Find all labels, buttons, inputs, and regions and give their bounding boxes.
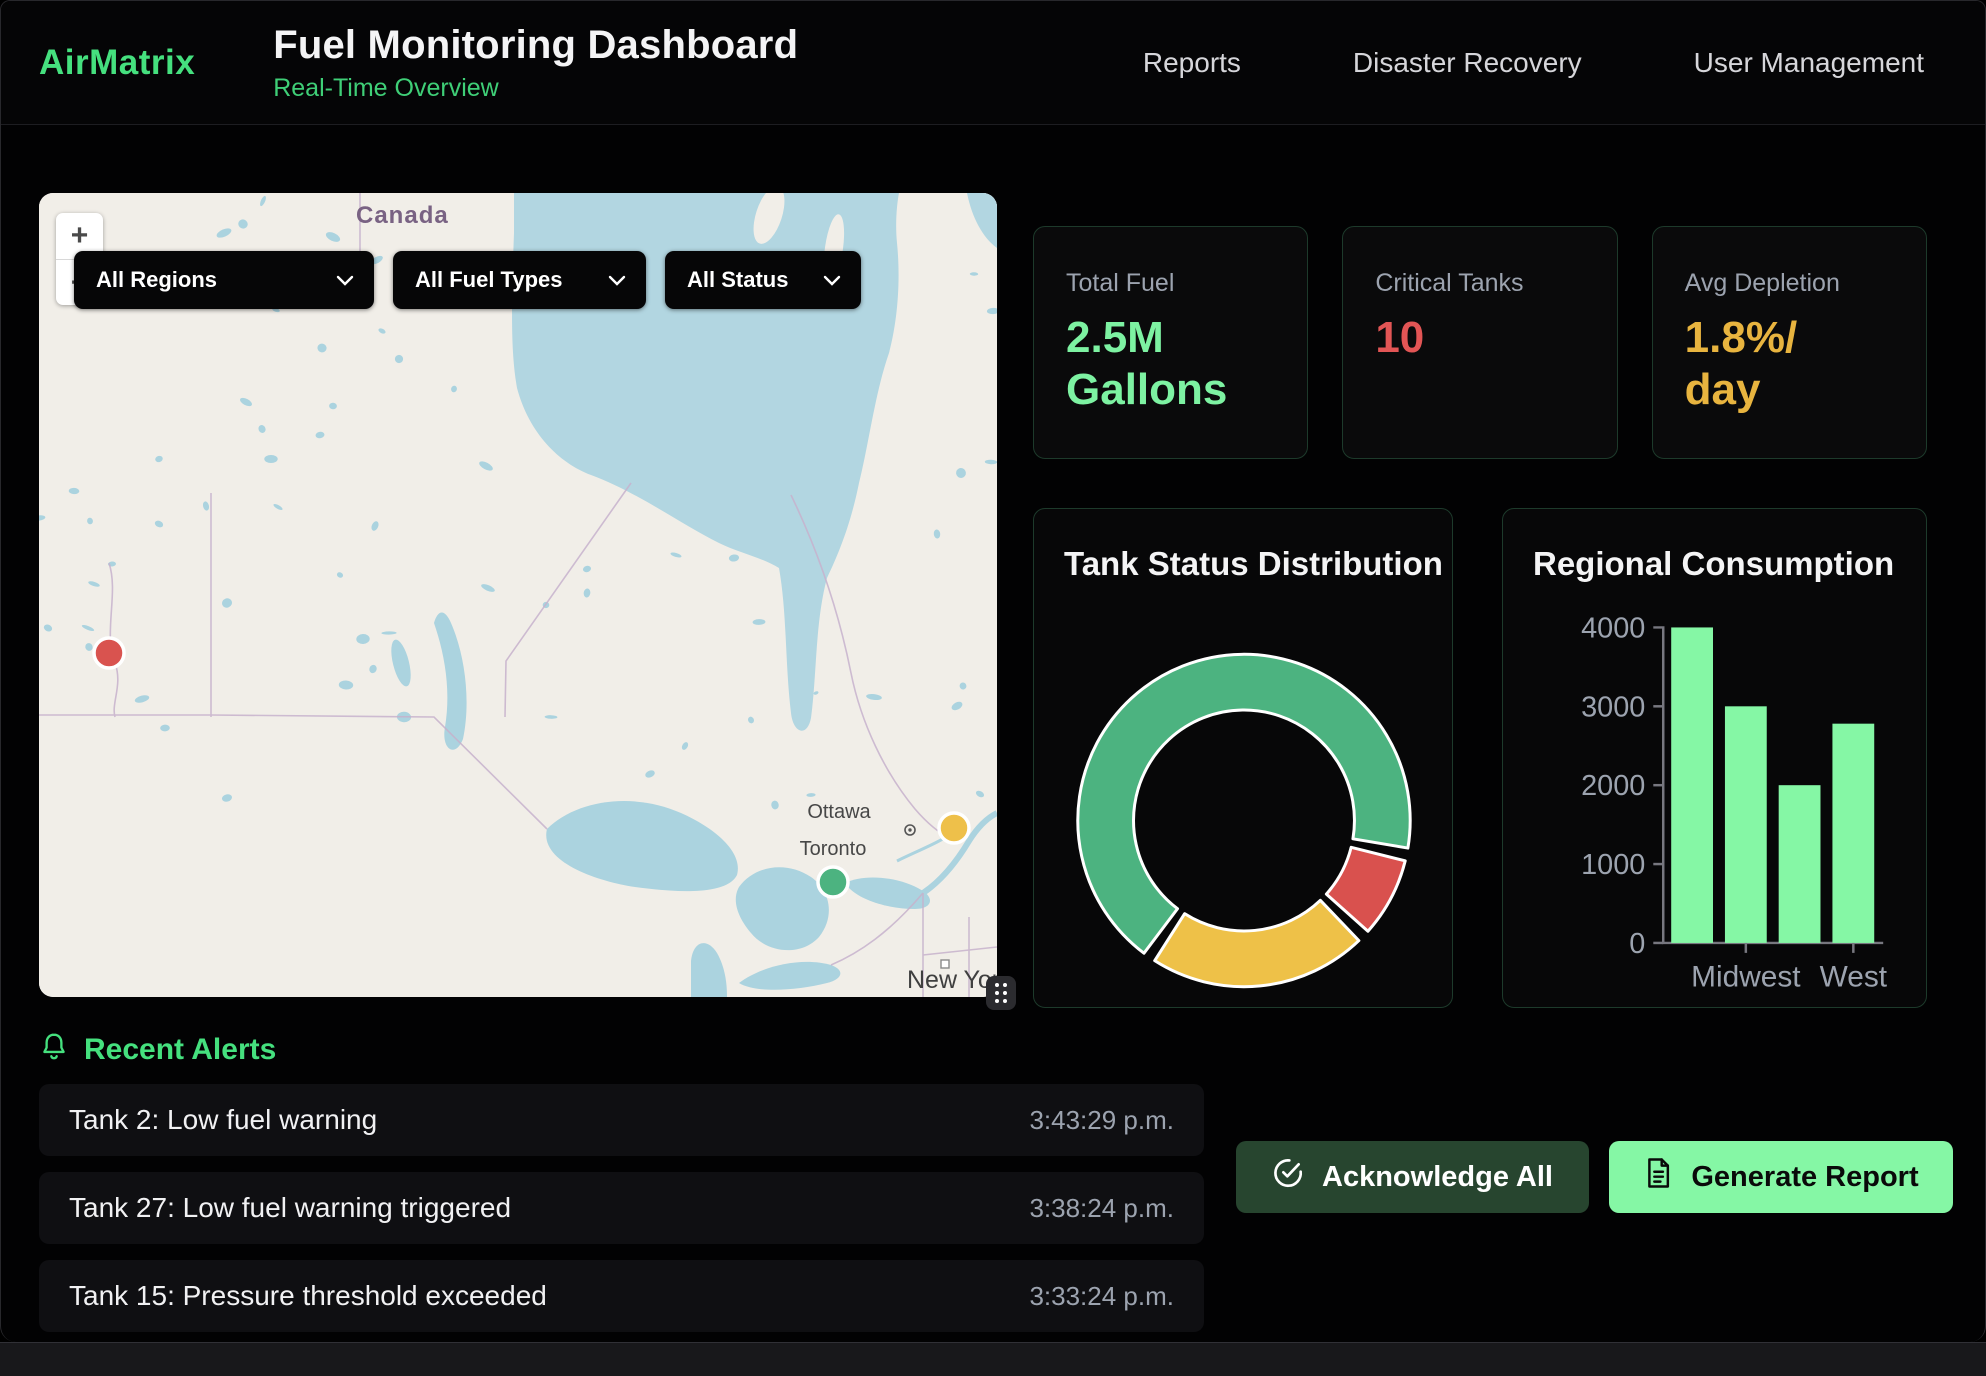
stat-card-avg-depletion: Avg Depletion 1.8%/ day — [1652, 226, 1927, 459]
document-icon — [1643, 1157, 1673, 1197]
filter-regions-dropdown[interactable]: All Regions — [74, 251, 374, 309]
bar-Midwest — [1725, 706, 1767, 943]
alert-row[interactable]: Tank 2: Low fuel warning 3:43:29 p.m. — [39, 1084, 1204, 1156]
tank-marker-normal[interactable] — [818, 867, 848, 897]
bar-chart-ytick: 3000 — [1581, 691, 1645, 723]
bar-chart-xlabel: West — [1820, 961, 1888, 994]
page-subtitle: Real-Time Overview — [273, 74, 798, 103]
map-label-ottawa: Ottawa — [807, 801, 871, 823]
map-drag-handle-icon[interactable] — [986, 976, 1016, 1010]
bar-West — [1832, 724, 1874, 943]
map-label-toronto: Toronto — [800, 838, 867, 860]
stat-value: 10 — [1375, 312, 1555, 364]
map-label-newyork: New York — [907, 966, 997, 994]
alert-row[interactable]: Tank 27: Low fuel warning triggered 3:38… — [39, 1172, 1204, 1244]
alert-timestamp: 3:33:24 p.m. — [1029, 1281, 1174, 1312]
nav-reports[interactable]: Reports — [1143, 47, 1241, 79]
alert-row[interactable]: Tank 15: Pressure threshold exceeded 3:3… — [39, 1260, 1204, 1332]
chevron-down-icon — [823, 275, 841, 286]
alert-message: Tank 27: Low fuel warning triggered — [69, 1192, 511, 1224]
acknowledge-all-label: Acknowledge All — [1322, 1161, 1553, 1194]
tank-status-donut-chart — [1034, 509, 1452, 1007]
stat-label: Critical Tanks — [1375, 269, 1616, 298]
app-root: AirMatrix Fuel Monitoring Dashboard Real… — [0, 0, 1986, 1376]
regional-consumption-bar-chart: 0 1000 2000 3000 4000 Midwest West — [1503, 509, 1926, 1007]
generate-report-button[interactable]: Generate Report — [1609, 1141, 1953, 1213]
alert-timestamp: 3:43:29 p.m. — [1029, 1105, 1174, 1136]
tank-status-chart-card: Tank Status Distribution — [1033, 508, 1453, 1008]
alerts-title: Recent Alerts — [84, 1033, 276, 1067]
header: AirMatrix Fuel Monitoring Dashboard Real… — [1, 1, 1985, 125]
map-label-canada: Canada — [356, 202, 449, 229]
stat-label: Avg Depletion — [1685, 269, 1926, 298]
stat-label: Total Fuel — [1066, 269, 1307, 298]
map-canvas[interactable]: Canada Ottawa Toronto New York — [39, 193, 997, 997]
filter-status-dropdown[interactable]: All Status — [665, 251, 861, 309]
map-filters: All Regions All Fuel Types All Status — [74, 251, 861, 309]
filter-regions-value: All Regions — [96, 267, 217, 293]
brand-logo: AirMatrix — [39, 43, 195, 83]
filter-fuel-types-dropdown[interactable]: All Fuel Types — [393, 251, 646, 309]
bar-chart-ytick: 1000 — [1581, 849, 1645, 881]
tank-marker-critical[interactable] — [94, 638, 124, 668]
page-title: Fuel Monitoring Dashboard — [273, 23, 798, 68]
chevron-down-icon — [336, 275, 354, 286]
nav-user-management[interactable]: User Management — [1694, 47, 1924, 79]
bar-chart-ytick: 2000 — [1581, 770, 1645, 802]
alert-message: Tank 15: Pressure threshold exceeded — [69, 1280, 547, 1312]
bar-chart-xlabel: Midwest — [1691, 961, 1801, 994]
stat-value: 1.8%/ day — [1685, 312, 1865, 416]
donut-segment-warning — [1155, 900, 1359, 986]
regional-consumption-chart-card: Regional Consumption 0 1000 2000 3000 4000 Mi… — [1502, 508, 1927, 1008]
chevron-down-icon — [608, 275, 626, 286]
tank-marker-warning[interactable] — [939, 813, 969, 843]
alert-timestamp: 3:38:24 p.m. — [1029, 1193, 1174, 1224]
check-circle-icon — [1272, 1157, 1304, 1197]
bar-chart-ytick: 4000 — [1581, 612, 1645, 644]
filter-fuel-types-value: All Fuel Types — [415, 267, 563, 293]
generate-report-label: Generate Report — [1691, 1161, 1918, 1194]
dashboard-window: AirMatrix Fuel Monitoring Dashboard Real… — [0, 0, 1986, 1342]
bar-chart-title: Regional Consumption — [1533, 545, 1894, 583]
stat-value: 2.5M Gallons — [1066, 312, 1246, 416]
stat-card-critical-tanks: Critical Tanks 10 — [1342, 226, 1617, 459]
alerts-header: Recent Alerts — [39, 1031, 1925, 1068]
bar-region-3 — [1779, 785, 1821, 943]
charts-row: Tank Status Distribution Regional Consum… — [1033, 508, 1927, 1008]
right-panel: Total Fuel 2.5M Gallons Critical Tanks 1… — [1033, 193, 1927, 1008]
tank-map[interactable]: Canada Ottawa Toronto New York + − — [39, 193, 997, 997]
bell-icon — [39, 1031, 69, 1068]
bar-region-1 — [1671, 627, 1713, 942]
alert-actions: Acknowledge All Generate Report — [1236, 1141, 1953, 1213]
alert-message: Tank 2: Low fuel warning — [69, 1104, 377, 1136]
stat-card-total-fuel: Total Fuel 2.5M Gallons — [1033, 226, 1308, 459]
stats-row: Total Fuel 2.5M Gallons Critical Tanks 1… — [1033, 226, 1927, 459]
donut-chart-title: Tank Status Distribution — [1064, 545, 1443, 583]
filter-status-value: All Status — [687, 267, 788, 293]
main-nav: Reports Disaster Recovery User Managemen… — [1143, 47, 1924, 79]
nav-disaster-recovery[interactable]: Disaster Recovery — [1353, 47, 1582, 79]
window-bottom-bar — [0, 1342, 1986, 1376]
title-block: Fuel Monitoring Dashboard Real-Time Over… — [273, 23, 798, 103]
main-content: Canada Ottawa Toronto New York + − — [1, 125, 1985, 1008]
bar-chart-ytick: 0 — [1629, 928, 1645, 960]
acknowledge-all-button[interactable]: Acknowledge All — [1236, 1141, 1589, 1213]
map-graphic: Canada Ottawa Toronto New York — [39, 193, 997, 997]
